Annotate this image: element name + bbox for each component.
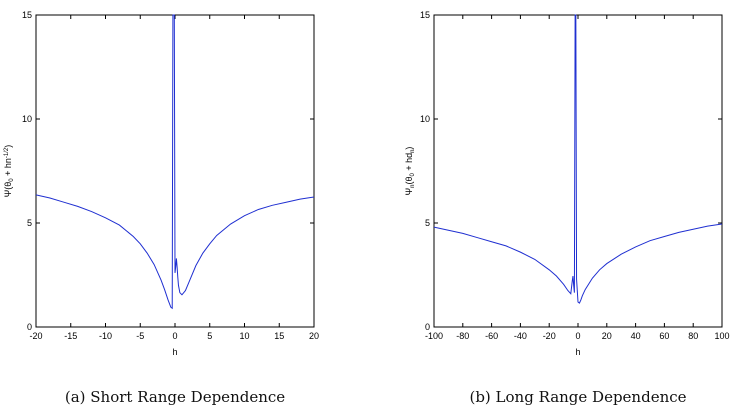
x-tick-label: -100 (425, 331, 443, 341)
panel-b-x-axis: -100 -80 -60 -40 -20 0 20 40 60 80 100 (425, 15, 730, 341)
x-tick-label: 40 (631, 331, 641, 341)
x-tick-label: 0 (575, 331, 580, 341)
panel-a-series-line (35, 14, 315, 310)
x-tick-label: 15 (274, 331, 284, 341)
x-tick-label: 10 (239, 331, 249, 341)
x-tick-label: 0 (172, 331, 177, 341)
panel-a-chart: -20 -15 -10 -5 0 5 10 15 20 0 5 10 15 h Ψ(θ0 + hn-1… (3, 10, 319, 406)
x-tick-label: -20 (29, 331, 42, 341)
y-tick-label: 0 (27, 322, 32, 332)
panel-b-y-axis-label: Ψn(θ0 + hdn) (404, 147, 416, 196)
panel-a-x-axis-label: h (172, 347, 177, 357)
x-tick-label: 20 (309, 331, 319, 341)
panel-a-y-axis: 0 5 10 15 (22, 10, 314, 332)
y-tick-label: 10 (420, 114, 430, 124)
x-tick-label: -15 (64, 331, 77, 341)
y-tick-label: 15 (22, 10, 32, 20)
x-tick-label: 80 (688, 331, 698, 341)
y-tick-label: 0 (425, 322, 430, 332)
x-tick-label: 100 (714, 331, 729, 341)
x-tick-label: -20 (543, 331, 556, 341)
x-tick-label: 60 (659, 331, 669, 341)
panel-b-x-axis-label: h (575, 347, 580, 357)
x-tick-label: -60 (485, 331, 498, 341)
panel-a-caption: (a) Short Range Dependence (65, 388, 285, 406)
panel-b-chart: -100 -80 -60 -40 -20 0 20 40 60 80 100 0 5 10 15 h Ψn… (404, 10, 730, 406)
y-tick-label: 5 (27, 218, 32, 228)
y-tick-label: 15 (420, 10, 430, 20)
x-tick-label: -10 (99, 331, 112, 341)
y-tick-label: 5 (425, 218, 430, 228)
panel-b-y-axis: 0 5 10 15 (420, 10, 722, 332)
panel-a-y-axis-label: Ψ(θ0 + hn-1/2) (3, 145, 15, 198)
x-tick-label: -40 (514, 331, 527, 341)
x-tick-label: -80 (456, 331, 469, 341)
x-tick-label: -5 (136, 331, 144, 341)
panel-b-caption: (b) Long Range Dependence (469, 388, 686, 406)
x-tick-label: 20 (602, 331, 612, 341)
x-tick-label: 5 (207, 331, 212, 341)
panel-b-series-line (433, 14, 723, 304)
panel-b-plot-frame (433, 14, 723, 328)
panel-a-x-axis: -20 -15 -10 -5 0 5 10 15 20 (29, 15, 319, 341)
y-tick-label: 10 (22, 114, 32, 124)
